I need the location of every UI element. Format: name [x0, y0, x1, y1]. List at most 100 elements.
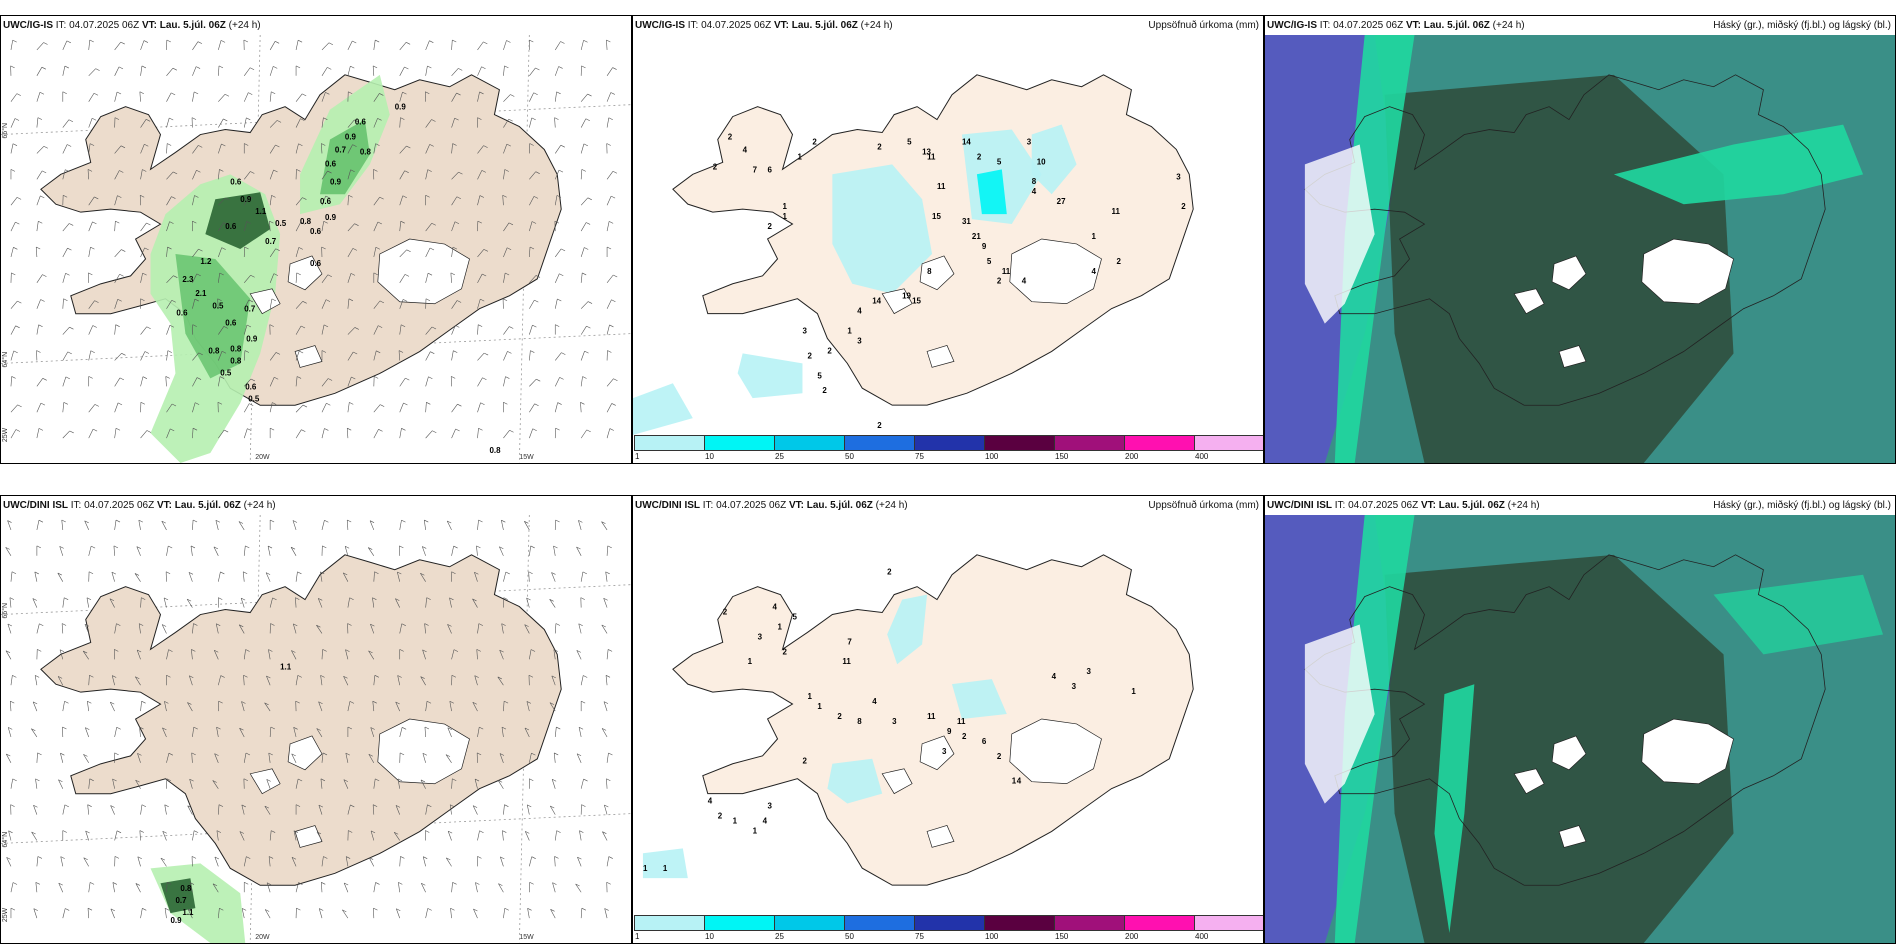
wind-barb	[295, 325, 302, 335]
wind-barb-flag	[173, 275, 178, 278]
wind-barb-flag	[191, 856, 197, 859]
wind-barb-flag	[458, 68, 463, 71]
wind-map[interactable]: 66°N 64°N 20W 15W 25W 0.9 0.6 0.9 0.7 0.6 0.9 0.8 0.…	[1, 35, 631, 463]
wind-barb	[218, 222, 224, 232]
wind-barb-flag	[60, 752, 65, 756]
wind-barb	[140, 597, 142, 608]
wind-barb	[114, 274, 120, 283]
wind-barb	[549, 599, 556, 608]
wind-barb-flag	[501, 623, 506, 626]
wind-barb-flag	[372, 700, 377, 704]
wind-barb	[399, 856, 401, 867]
cloud-map[interactable]	[1265, 35, 1895, 463]
wind-barb-flag	[298, 778, 303, 782]
wind-barb	[218, 247, 223, 258]
wind-barb	[161, 624, 167, 634]
wind-barb-flag	[583, 40, 588, 43]
wind-barb-flag	[327, 170, 332, 174]
wind-barb-flag	[610, 195, 616, 199]
wind-barb-flag	[136, 546, 141, 549]
wind-barb-flag	[92, 221, 97, 225]
wind-barb	[36, 428, 40, 439]
glacier-outline	[1558, 345, 1587, 368]
wind-barb-flag	[40, 299, 45, 302]
wind-barb	[267, 546, 271, 556]
wind-barb-flag	[116, 623, 121, 626]
wind-barb-flag	[477, 856, 482, 859]
cloud-map[interactable]	[1265, 515, 1895, 943]
wind-barb-flag	[529, 246, 535, 250]
wind-barb-flag	[33, 701, 38, 705]
wind-barb-flag	[453, 350, 458, 353]
wind-barb	[114, 41, 122, 51]
wind-barb	[347, 701, 351, 712]
wind-barb-flag	[42, 274, 47, 277]
precip-value-label: 2	[877, 142, 882, 151]
wind-barb	[553, 649, 556, 660]
wind-barb	[554, 727, 557, 737]
wind-barb-flag	[560, 41, 565, 44]
wind-barb	[136, 649, 141, 660]
wind-barb	[62, 430, 70, 439]
wind-barb	[477, 428, 479, 439]
precip-value-label: 1	[847, 327, 852, 336]
wind-barb	[218, 326, 225, 335]
wind-barb-flag	[425, 194, 430, 198]
wind-barb-flag	[344, 882, 349, 886]
wind-barb	[244, 378, 252, 387]
precip-value-label: 5	[817, 371, 822, 380]
wind-barb	[451, 428, 456, 439]
precip-area	[150, 863, 246, 943]
wind-barb	[295, 350, 300, 361]
wind-map[interactable]: 66°N 64°N 20W 15W 25W 1.1 0.8 0.7 1.1 0.9	[1, 515, 631, 943]
wind-barb-flag	[375, 246, 381, 250]
wind-barb-flag	[273, 273, 279, 276]
precip-core	[976, 169, 1007, 215]
wind-barb	[215, 623, 219, 634]
wind-barb	[477, 352, 485, 361]
wind-barb-flag	[166, 674, 171, 678]
precip-value-label: 19	[902, 292, 911, 301]
wind-barb	[269, 195, 272, 206]
wind-barb-flag	[550, 805, 555, 809]
wind-barb-flag	[325, 92, 330, 95]
wind-barb	[503, 247, 508, 258]
wind-barb-flag	[248, 92, 253, 95]
wind-barb	[88, 221, 93, 232]
wind-barb	[243, 117, 247, 128]
wind-barb	[162, 831, 167, 841]
wind-barb	[601, 728, 608, 738]
wind-barb	[373, 221, 379, 232]
wind-barb	[425, 169, 429, 180]
wind-barb	[5, 650, 12, 660]
wind-barb-flag	[221, 143, 226, 147]
wind-barb	[62, 223, 70, 232]
wind-barb-flag	[325, 299, 331, 302]
wind-barb	[346, 428, 349, 439]
wind-barb-flag	[483, 249, 489, 252]
wind-barb-flag	[536, 378, 541, 382]
wind-barb-flag	[601, 728, 607, 731]
wind-barb-flag	[168, 649, 173, 652]
clear-area	[1304, 624, 1375, 804]
wind-barb-flag	[121, 249, 126, 252]
wind-barb-flag	[421, 883, 426, 886]
wind-barb	[192, 91, 195, 102]
precip-map[interactable]: 2 4 1 3 2 5 1 2 7 11 1 1 4 2 8 3 11 9 11 3 2 6 2 1 4 4 3 3 1 4 2 1 4 3 2 1 1…	[633, 515, 1263, 915]
wind-barb-flag	[88, 272, 93, 276]
wind-barb-flag	[474, 571, 479, 575]
precip-map[interactable]: 2 4 7 6 2 1 2 1 1 2 2 5 13 11 14 2 5 3 10 8 4 27 11 1 4 2 3 2 11 15 31…	[633, 35, 1263, 435]
wind-barb	[138, 623, 141, 634]
precip-value-label: 4	[857, 307, 862, 316]
wind-barb	[477, 195, 481, 206]
wind-barb	[451, 196, 458, 206]
wind-barb	[552, 882, 556, 893]
wind-barb	[114, 249, 122, 258]
wind-barb	[7, 727, 12, 738]
wind-barb	[164, 804, 167, 815]
precip-value-label: 2	[783, 647, 788, 656]
wind-barb-flag	[394, 831, 399, 835]
wind-barb	[373, 300, 381, 309]
wind-value-label: 0.7	[175, 896, 187, 905]
wind-barb-flag	[503, 402, 508, 405]
